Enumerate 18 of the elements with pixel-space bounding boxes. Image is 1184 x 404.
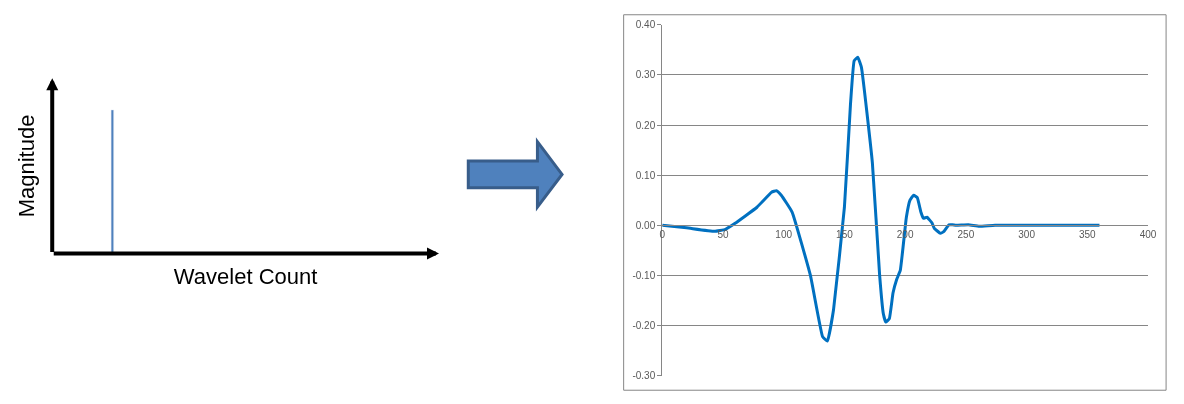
x-tick-label: 400 bbox=[1139, 229, 1157, 241]
x-axis-title: Wavelet Count bbox=[173, 263, 318, 289]
x-tick-label: 50 bbox=[717, 229, 729, 241]
y-tick-label: 0.10 bbox=[635, 169, 656, 181]
y-axis-title: Magnitude bbox=[14, 114, 40, 218]
y-tick-label: 0.00 bbox=[635, 219, 656, 231]
y-tick-label: -0.10 bbox=[632, 269, 656, 281]
x-tick-label: 0 bbox=[659, 229, 666, 241]
y-tick-label: -0.20 bbox=[632, 320, 656, 332]
x-tick-label: 350 bbox=[1078, 229, 1097, 241]
x-tick-label: 300 bbox=[1018, 229, 1036, 241]
y-tick-label: -0.30 bbox=[632, 370, 656, 382]
y-tick-label: 0.40 bbox=[635, 19, 656, 31]
y-tick-label: 0.20 bbox=[635, 119, 656, 131]
x-tick-label: 100 bbox=[775, 229, 793, 241]
line-series bbox=[662, 55, 1101, 343]
x-tick-label: 250 bbox=[957, 229, 975, 241]
y-tick-label: 0.30 bbox=[635, 69, 656, 81]
